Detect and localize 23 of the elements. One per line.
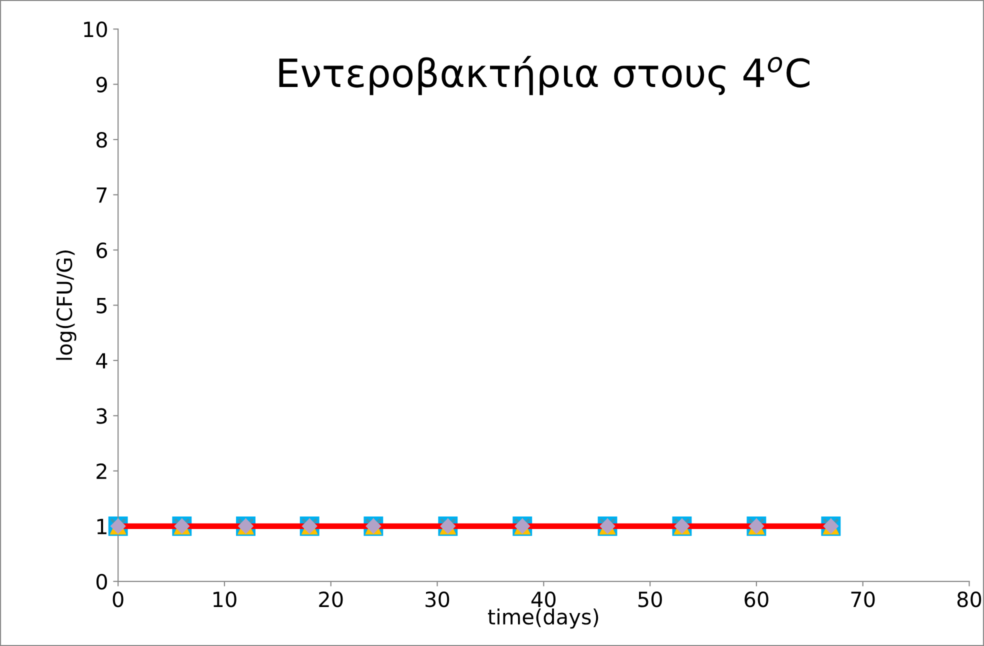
y-tick-label: 7 xyxy=(96,187,107,203)
y-tick-label: 10 xyxy=(84,22,107,38)
x-tick-label: 70 xyxy=(851,591,875,608)
x-tick-label: 60 xyxy=(744,591,768,608)
x-tick-label: 50 xyxy=(638,591,662,608)
text: Εντεροβακτήρια στους 4$^{o}$C xyxy=(279,56,810,96)
y-tick-label: 5 xyxy=(96,298,107,314)
y-tick-label: 8 xyxy=(96,132,107,148)
y-tick-label: 6 xyxy=(96,242,108,258)
x-axis-title: time(days) xyxy=(488,608,598,629)
x-tick-label: 20 xyxy=(319,591,343,608)
y-tick-label: 4 xyxy=(96,353,108,368)
x-tick-label: 0 xyxy=(112,591,124,608)
x-tick-label: 10 xyxy=(214,591,236,608)
y-tick-label: 0 xyxy=(96,574,107,590)
y-tick-label: 3 xyxy=(96,408,107,424)
x-tick-label: 80 xyxy=(957,591,982,608)
y-axis-title: log(CFU/G) xyxy=(56,250,76,360)
y-tick-label: 2 xyxy=(96,463,106,479)
y-tick-label: 9 xyxy=(96,76,107,93)
y-tick-label: 1 xyxy=(97,518,106,534)
x-tick-label: 30 xyxy=(426,591,450,608)
x-tick-label: 40 xyxy=(531,591,556,608)
